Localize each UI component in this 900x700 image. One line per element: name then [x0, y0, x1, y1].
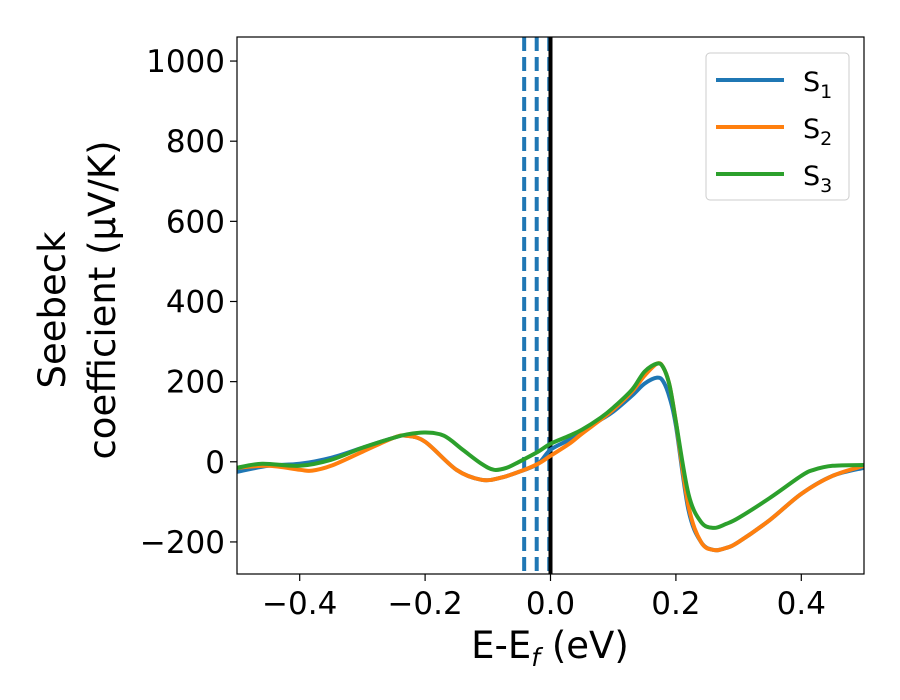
x-tick-label: −0.2	[387, 586, 462, 622]
x-tick-label: −0.4	[262, 586, 337, 622]
y-tick-label: 600	[166, 204, 225, 240]
y-axis-label: Seebeck coefficient (μV/K)	[31, 140, 124, 459]
legend-label-s3: S3	[803, 161, 832, 197]
y-tick-label: 0	[205, 445, 225, 481]
plot-area	[237, 37, 864, 574]
x-tick-label: 0.0	[526, 586, 575, 622]
series-line-s3	[237, 361, 864, 530]
y-tick-label: 1000	[146, 44, 225, 80]
legend-label-s2: S2	[803, 114, 832, 150]
axes: −0.4 −0.2 0.0 0.2 0.4 −200 0 200 400 600 800 1000	[140, 36, 865, 622]
y-tick-label: 200	[166, 365, 225, 401]
y-tick-label: 800	[166, 124, 225, 160]
y-axis-label-line1: Seebeck	[31, 231, 74, 389]
legend-label-s1: S1	[803, 67, 832, 103]
legend: S1 S2 S3	[705, 52, 850, 201]
x-tick-label: 0.2	[651, 586, 700, 622]
y-tick-label: −200	[140, 525, 225, 561]
x-axis-label: E-Ef (eV)	[471, 624, 629, 672]
x-tick-label: 0.4	[777, 586, 826, 622]
plot-clip-group	[237, 37, 864, 574]
y-axis-label-line2: coefficient (μV/K)	[81, 140, 124, 459]
y-tick-label: 400	[166, 284, 225, 320]
